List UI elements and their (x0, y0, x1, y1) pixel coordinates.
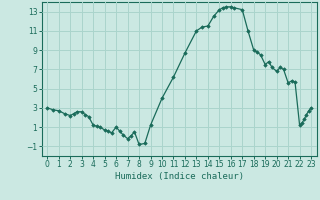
X-axis label: Humidex (Indice chaleur): Humidex (Indice chaleur) (115, 172, 244, 181)
